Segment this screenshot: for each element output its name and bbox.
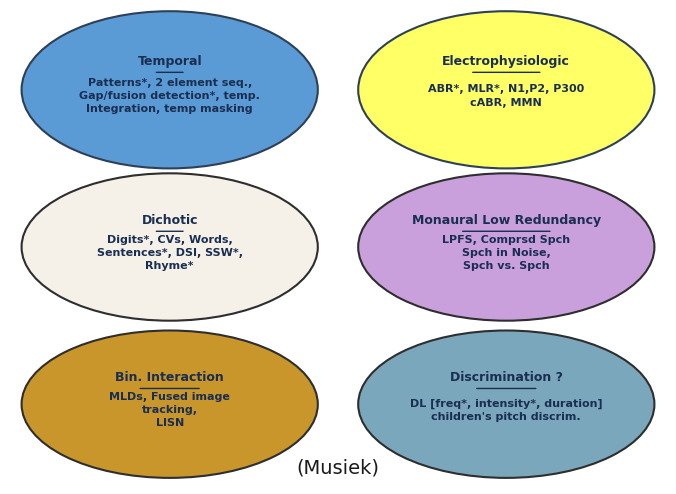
Ellipse shape <box>358 330 654 478</box>
Text: MLDs, Fused image
tracking,
LISN: MLDs, Fused image tracking, LISN <box>110 392 230 428</box>
Text: Temporal: Temporal <box>137 55 202 68</box>
Text: Patterns*, 2 element seq.,
Gap/fusion detection*, temp.
Integration, temp maskin: Patterns*, 2 element seq., Gap/fusion de… <box>79 78 260 114</box>
Text: Monaural Low Redundancy: Monaural Low Redundancy <box>412 214 601 227</box>
Ellipse shape <box>358 173 654 321</box>
Ellipse shape <box>358 11 654 168</box>
Text: Digits*, CVs, Words,
Sentences*, DSI, SSW*,
Rhyme*: Digits*, CVs, Words, Sentences*, DSI, SS… <box>97 235 243 271</box>
Text: Electrophysiologic: Electrophysiologic <box>442 55 571 68</box>
Text: Dichotic: Dichotic <box>141 214 198 227</box>
Ellipse shape <box>22 11 318 168</box>
Text: ABR*, MLR*, N1,P2, P300
cABR, MMN: ABR*, MLR*, N1,P2, P300 cABR, MMN <box>428 84 585 108</box>
Text: Discrimination ?: Discrimination ? <box>450 371 563 384</box>
Text: Bin. Interaction: Bin. Interaction <box>116 371 224 384</box>
Text: LPFS, Comprsd Spch
Spch in Noise,
Spch vs. Spch: LPFS, Comprsd Spch Spch in Noise, Spch v… <box>442 235 571 271</box>
Ellipse shape <box>22 173 318 321</box>
Ellipse shape <box>22 330 318 478</box>
Text: DL [freq*, intensity*, duration]
children's pitch discrim.: DL [freq*, intensity*, duration] childre… <box>410 398 602 422</box>
Text: (Musiek): (Musiek) <box>297 459 379 478</box>
